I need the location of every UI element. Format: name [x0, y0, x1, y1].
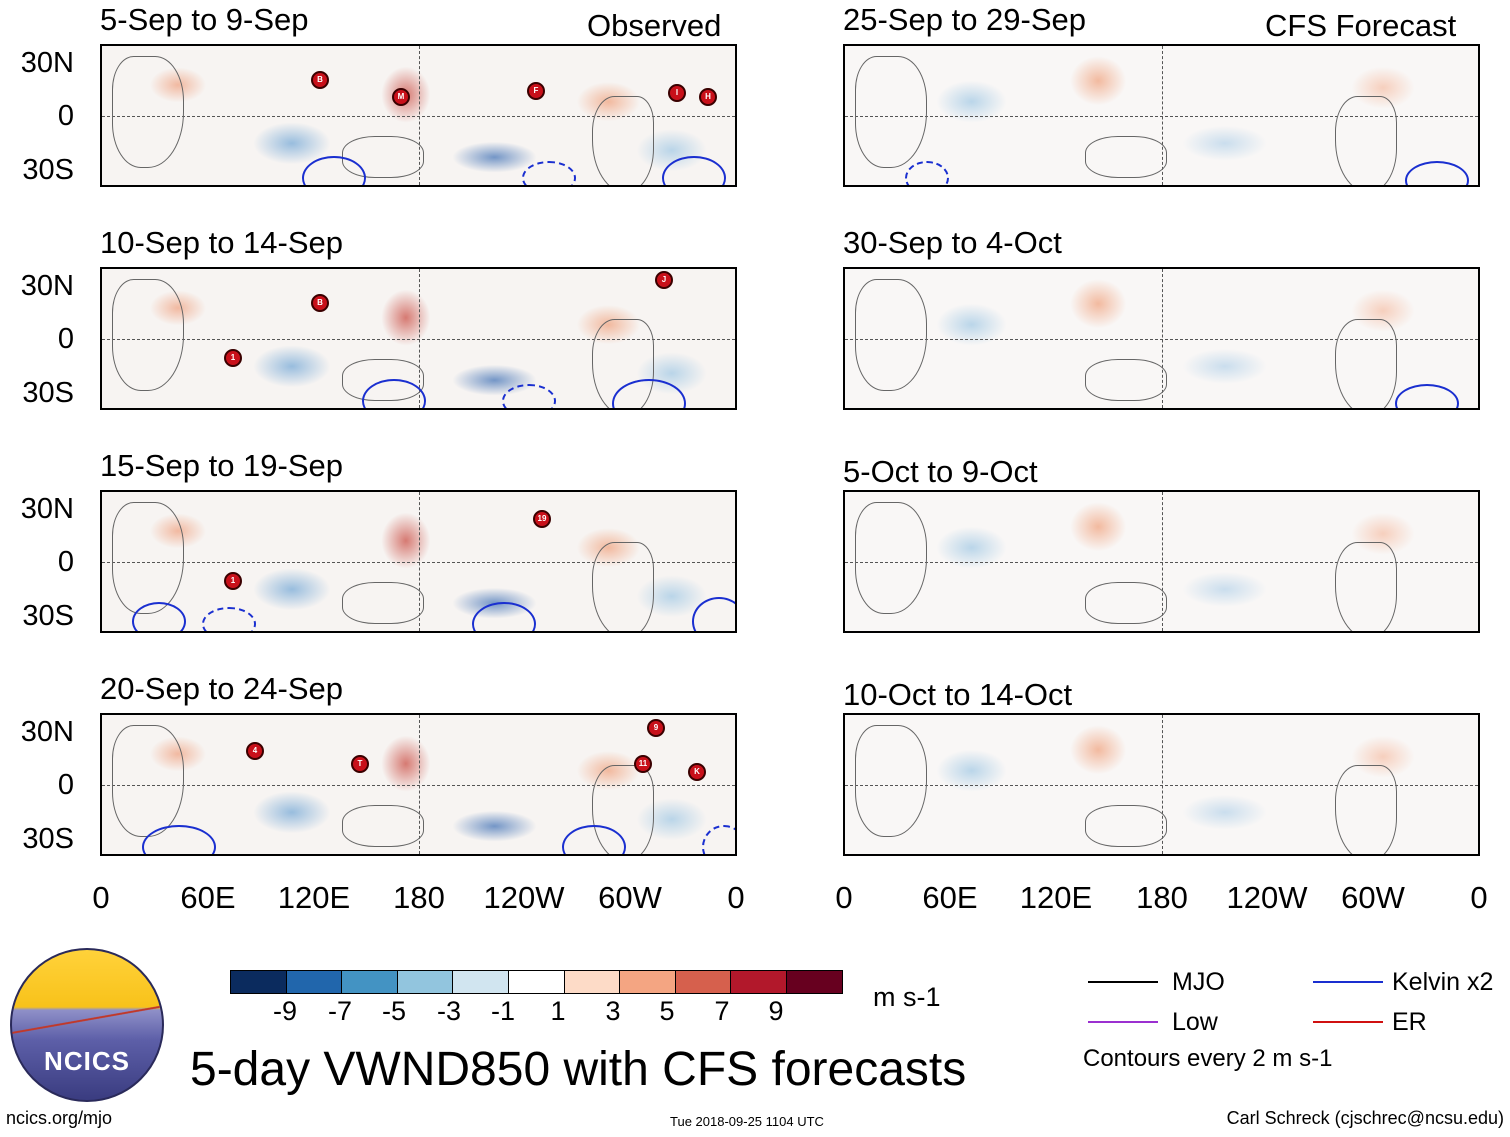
colorbar-segment [397, 971, 454, 993]
colorbar-segment [786, 971, 842, 993]
y-tick: 0 [57, 769, 74, 801]
y-tick: 30N [20, 716, 74, 748]
storm-marker: H [699, 88, 717, 106]
legend-label: Kelvin x2 [1392, 968, 1494, 996]
y-tick: 30S [22, 600, 74, 632]
colorbar-tick: -9 [272, 996, 297, 1026]
panel-title: 10-Oct to 14-Oct [843, 677, 1073, 712]
storm-marker: I [668, 84, 686, 102]
colorbar-tick: 9 [768, 996, 784, 1026]
storm-marker: B [311, 71, 329, 89]
storm-marker: B [311, 294, 329, 312]
panel-title: 25-Sep to 29-Sep [843, 2, 1087, 37]
legend-swatch [1088, 981, 1158, 983]
x-tick: 60E [180, 880, 236, 915]
y-tick: 30N [20, 47, 74, 79]
y-tick: 30N [20, 493, 74, 525]
x-tick: 120W [483, 880, 565, 915]
legend-label: MJO [1172, 968, 1225, 996]
x-tick: 180 [393, 880, 445, 915]
panel-title: 5-Oct to 9-Oct [843, 454, 1038, 489]
observed-label: Observed [587, 8, 722, 43]
contour-note: Contours every 2 m s-1 [1083, 1045, 1333, 1072]
colorbar-tick: -7 [327, 996, 352, 1026]
x-tick: 60E [922, 880, 978, 915]
storm-marker: 1 [224, 572, 242, 590]
timestamp: Tue 2018-09-25 1104 UTC [670, 1114, 824, 1129]
map-panel [843, 490, 1480, 633]
forecast-label: CFS Forecast [1265, 8, 1457, 43]
y-tick: 30S [22, 823, 74, 855]
storm-marker: K [688, 763, 706, 781]
ncics-logo: NCICS [10, 948, 164, 1102]
colorbar-tick: -1 [490, 996, 515, 1026]
panel-title: 5-Sep to 9-Sep [100, 2, 309, 37]
panel-title: 10-Sep to 14-Sep [100, 225, 344, 260]
storm-marker: 4 [246, 742, 264, 760]
legend-swatch [1088, 1021, 1158, 1023]
colorbar-segment [231, 971, 287, 993]
legend-swatch [1313, 981, 1383, 983]
x-tick: 180 [1136, 880, 1188, 915]
legend-swatch [1313, 1021, 1383, 1023]
map-panel: B M F I H [100, 44, 737, 187]
colorbar-tick: 1 [550, 996, 566, 1026]
colorbar-segment [508, 971, 565, 993]
x-tick: 120W [1226, 880, 1308, 915]
x-tick: 60W [1341, 880, 1405, 915]
map-panel: B 1 J [100, 267, 737, 410]
colorbar-units: m s-1 [873, 982, 941, 1012]
y-tick: 0 [57, 100, 74, 132]
source-link[interactable]: ncics.org/mjo [6, 1108, 113, 1128]
colorbar [230, 970, 843, 994]
storm-marker: 9 [647, 719, 665, 737]
map-panel [843, 267, 1480, 410]
storm-marker: T [351, 755, 369, 773]
x-tick: 0 [835, 880, 853, 915]
colorbar-tick: 3 [605, 996, 621, 1026]
logo-text: NCICS [44, 1046, 130, 1076]
x-tick: 0 [92, 880, 110, 915]
colorbar-tick: -5 [381, 996, 406, 1026]
map-panel [843, 713, 1480, 856]
map-panel [843, 44, 1480, 187]
colorbar-tick: 5 [659, 996, 675, 1026]
legend-label: Low [1172, 1008, 1218, 1036]
colorbar-segment [675, 971, 732, 993]
colorbar-segment [620, 971, 676, 993]
x-tick: 0 [1470, 880, 1488, 915]
y-tick: 30S [22, 154, 74, 186]
y-tick: 0 [57, 546, 74, 578]
y-tick: 0 [57, 323, 74, 355]
colorbar-segment [564, 971, 621, 993]
map-panel: 4 T 9 11 K [100, 713, 737, 856]
storm-marker: 1 [224, 349, 242, 367]
colorbar-tick: -3 [436, 996, 461, 1026]
x-tick: 120E [277, 880, 351, 915]
colorbar-segment [342, 971, 398, 993]
panel-title: 30-Sep to 4-Oct [843, 225, 1062, 260]
y-tick: 30S [22, 377, 74, 409]
map-panel: 1 19 [100, 490, 737, 633]
panel-title: 20-Sep to 24-Sep [100, 671, 344, 706]
storm-marker: J [655, 271, 673, 289]
y-tick: 30N [20, 270, 74, 302]
storm-marker: 11 [634, 755, 652, 773]
author-credit: Carl Schreck (cjschrec@ncsu.edu) [1226, 1108, 1504, 1128]
x-tick: 60W [598, 880, 662, 915]
legend-label: ER [1392, 1008, 1427, 1036]
storm-marker: M [392, 88, 410, 106]
colorbar-tick: 7 [714, 996, 730, 1026]
colorbar-segment [731, 971, 787, 993]
storm-marker: F [527, 82, 545, 100]
colorbar-segment [286, 971, 343, 993]
figure-title: 5-day VWND850 with CFS forecasts [190, 1043, 967, 1096]
colorbar-segment [453, 971, 509, 993]
x-tick: 0 [727, 880, 745, 915]
panel-title: 15-Sep to 19-Sep [100, 448, 344, 483]
storm-marker: 19 [533, 510, 551, 528]
x-tick: 120E [1019, 880, 1093, 915]
